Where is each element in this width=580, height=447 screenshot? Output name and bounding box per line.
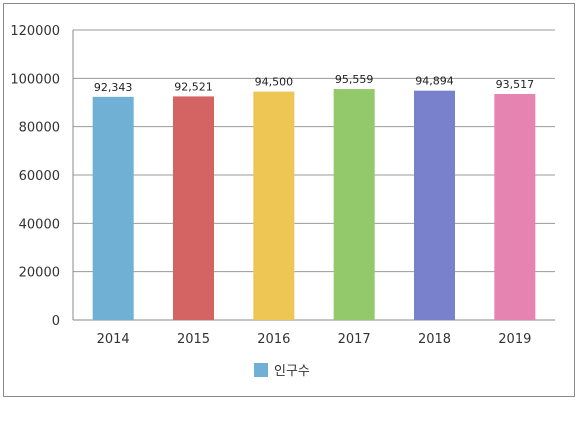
y-tick-label: 20000 bbox=[19, 266, 60, 281]
y-tick-label: 120000 bbox=[10, 24, 60, 39]
data-label: 92,521 bbox=[174, 80, 213, 93]
x-tick-label: 2014 bbox=[97, 332, 130, 347]
bar-2016 bbox=[253, 91, 295, 320]
y-tick-label: 80000 bbox=[19, 121, 60, 136]
y-tick-label: 100000 bbox=[10, 72, 60, 87]
legend-label: 인구수 bbox=[274, 364, 310, 379]
x-tick-label: 2016 bbox=[257, 332, 290, 347]
data-label: 92,343 bbox=[94, 81, 133, 94]
bar-2019 bbox=[494, 94, 536, 320]
bar-2014 bbox=[92, 96, 134, 320]
data-label: 95,559 bbox=[335, 73, 374, 86]
bar-2015 bbox=[173, 96, 214, 320]
x-tick-label: 2015 bbox=[177, 332, 210, 347]
data-label: 94,500 bbox=[255, 76, 294, 89]
x-tick-label: 2017 bbox=[338, 332, 371, 347]
y-tick-label: 0 bbox=[52, 314, 60, 329]
x-tick-label: 2018 bbox=[418, 332, 451, 347]
y-tick-label: 40000 bbox=[19, 217, 60, 232]
y-tick-label: 60000 bbox=[19, 169, 60, 184]
legend-swatch bbox=[254, 363, 268, 377]
x-tick-label: 2019 bbox=[498, 332, 531, 347]
data-label: 94,894 bbox=[415, 75, 454, 88]
bar-2018 bbox=[414, 90, 455, 320]
bar-2017 bbox=[333, 89, 375, 320]
data-label: 93,517 bbox=[496, 78, 535, 91]
